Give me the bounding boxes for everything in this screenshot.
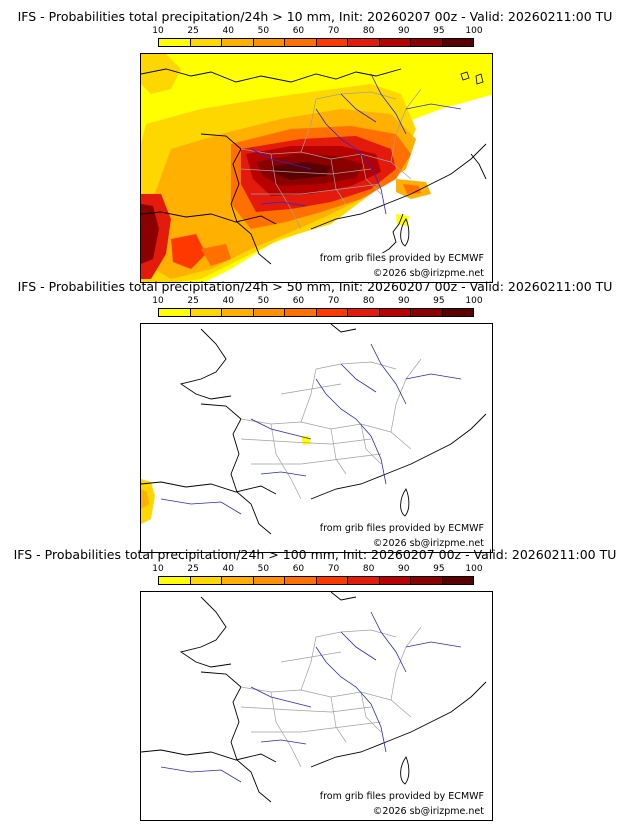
colorbar-tick-label: 40: [222, 26, 234, 36]
colorbar-tick-label: 60: [292, 296, 305, 306]
colorbar-tick-label: 95: [433, 564, 445, 574]
map-canvas: [141, 592, 487, 803]
colorbar-segment: [379, 577, 411, 584]
colorbar-segment: [190, 577, 222, 584]
colorbar-tick-label: 25: [187, 296, 199, 306]
colorbar-tick-label: 100: [465, 564, 483, 574]
colorbar-segment: [379, 39, 411, 46]
colorbar-tick-label: 40: [222, 564, 234, 574]
colorbar-tick-label: 95: [433, 296, 445, 306]
colorbar-segment: [190, 39, 222, 46]
colorbar: [158, 308, 474, 317]
precipitation-map-50mm: from grib files provided by ECMWF ©2026 …: [140, 323, 493, 553]
colorbar-tick-label: 80: [362, 296, 375, 306]
colorbar-segment: [316, 39, 348, 46]
colorbar-tick-label: 25: [187, 564, 199, 574]
borders: [240, 626, 422, 768]
rivers: [160, 343, 462, 515]
probability-shading: [141, 54, 492, 282]
rivers: [250, 73, 462, 215]
islands: [460, 71, 484, 85]
coastlines: [141, 68, 487, 265]
colorbar-tick-label: 90: [398, 26, 410, 36]
colorbar-segment: [442, 309, 473, 316]
colorbar-tick-label: 10: [152, 26, 164, 36]
colorbar-tick-label: 10: [152, 564, 164, 574]
colorbar-tick-label: 25: [187, 26, 199, 36]
map-canvas: [141, 54, 492, 282]
credit-copyright: ©2026 sb@irizpme.net: [370, 806, 486, 817]
colorbar-tick-label: 90: [398, 564, 410, 574]
colorbar-segment: [442, 577, 473, 584]
colorbar-tick-label: 80: [362, 564, 375, 574]
colorbar-segment: [253, 577, 285, 584]
colorbar-segment: [190, 309, 222, 316]
panel-title: IFS - Probabilities total precipitation/…: [13, 547, 617, 562]
colorbar-tick-label: 70: [327, 564, 340, 574]
colorbar-segment: [253, 39, 285, 46]
colorbar-segment: [285, 577, 317, 584]
colorbar-segment: [222, 577, 254, 584]
colorbar-segment: [411, 309, 443, 316]
colorbar-segment: [285, 309, 317, 316]
colorbar-tick-label: 100: [465, 296, 483, 306]
colorbar-segment: [222, 309, 254, 316]
colorbar-tick-label: 70: [327, 26, 340, 36]
colorbar-segment: [253, 309, 285, 316]
colorbar-segment: [316, 577, 348, 584]
colorbar-segment: [348, 39, 380, 46]
colorbar-segment: [411, 39, 443, 46]
colorbar-segment: [222, 39, 254, 46]
panel-100mm: IFS - Probabilities total precipitation/…: [0, 547, 630, 821]
borders: [240, 358, 422, 500]
panel-title: IFS - Probabilities total precipitation/…: [17, 9, 613, 24]
colorbar-segment: [442, 39, 473, 46]
panel-50mm: IFS - Probabilities total precipitation/…: [0, 279, 630, 553]
colorbar-tick-label: 95: [433, 26, 445, 36]
colorbar-tick-label: 10: [152, 296, 164, 306]
coastlines: [141, 324, 487, 535]
colorbar-tick-label: 70: [327, 296, 340, 306]
credit-source: from grib files provided by ECMWF: [317, 253, 486, 264]
borders: [240, 88, 422, 230]
colorbar-tick-label: 60: [292, 564, 305, 574]
colorbar-tick-label: 50: [257, 296, 270, 306]
colorbar-tick-label: 40: [222, 296, 234, 306]
colorbar-segment: [348, 309, 380, 316]
colorbar-segment: [348, 577, 380, 584]
panel-10mm: IFS - Probabilities total precipitation/…: [0, 9, 630, 283]
colorbar-segment: [379, 309, 411, 316]
panel-title: IFS - Probabilities total precipitation/…: [17, 279, 613, 294]
colorbar-tick-label: 90: [398, 296, 410, 306]
colorbar-segment: [285, 39, 317, 46]
credit-copyright: ©2026 sb@irizpme.net: [370, 268, 486, 279]
colorbar-ticks: 10 25 40 50 60 70 80 90 95 100: [140, 296, 490, 306]
colorbar-tick-label: 80: [362, 26, 375, 36]
colorbar-ticks: 10 25 40 50 60 70 80 90 95 100: [140, 564, 490, 574]
credit-source: from grib files provided by ECMWF: [317, 791, 486, 802]
credit-copyright: ©2026 sb@irizpme.net: [370, 538, 486, 549]
rivers: [160, 611, 462, 783]
colorbar-segment: [159, 309, 191, 316]
probability-shading: [141, 436, 311, 524]
coastlines: [141, 592, 487, 803]
map-canvas: [141, 324, 487, 535]
colorbar-tick-label: 100: [465, 26, 483, 36]
colorbar-segment: [316, 309, 348, 316]
colorbar-tick-label: 60: [292, 26, 305, 36]
precipitation-map-100mm: from grib files provided by ECMWF ©2026 …: [140, 591, 493, 821]
colorbar-tick-label: 50: [257, 564, 270, 574]
colorbar: [158, 576, 474, 585]
colorbar-segment: [159, 577, 191, 584]
colorbar: [158, 38, 474, 47]
colorbar-segment: [411, 577, 443, 584]
precipitation-map-10mm: from grib files provided by ECMWF ©2026 …: [140, 53, 493, 283]
colorbar-segment: [159, 39, 191, 46]
colorbar-tick-label: 50: [257, 26, 270, 36]
colorbar-ticks: 10 25 40 50 60 70 80 90 95 100: [140, 26, 490, 36]
credit-source: from grib files provided by ECMWF: [317, 523, 486, 534]
